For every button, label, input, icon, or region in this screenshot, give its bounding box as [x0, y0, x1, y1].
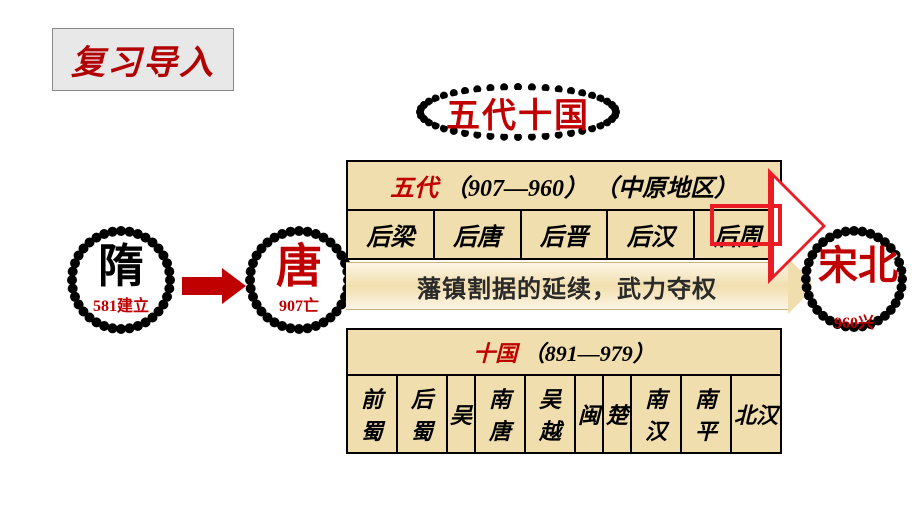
dynasty-cell: 后梁: [347, 210, 434, 259]
badge-char: 唐: [276, 244, 322, 290]
five-dynasties-block: 五代 （907—960） （中原地区） 后梁 后唐 后晋 后汉 后周: [346, 160, 782, 260]
section-title-box: 复习导入: [52, 28, 234, 91]
dynasty-cell: 后晋: [521, 210, 608, 259]
arrow-shaft: [182, 277, 222, 295]
era-label: 五代十国: [408, 82, 628, 142]
state-cell: 南汉: [631, 375, 681, 453]
banner-text: 藩镇割据的延续，武力夺权: [346, 262, 788, 310]
arrow-sui-to-tang: [182, 268, 246, 304]
dynasty-badge-sui: 隋 581建立: [66, 225, 176, 335]
transition-banner: 藩镇割据的延续，武力夺权: [346, 262, 816, 310]
five-header-range: （907—960）: [444, 176, 588, 202]
state-cell: 南唐: [475, 375, 525, 453]
five-dynasties-row: 后梁 后唐 后晋 后汉 后周: [347, 210, 781, 259]
badge-char: 北宋: [814, 225, 894, 307]
dynasty-badge-northern-song: 北宋 960兴: [800, 225, 908, 333]
five-header-region: （中原地区）: [594, 176, 738, 202]
ten-header-name: 十国: [473, 341, 517, 366]
five-dynasties-table: 五代 （907—960） （中原地区） 后梁 后唐 后晋 后汉 后周: [346, 160, 782, 260]
ten-states-table: 十国 （891—979） 前蜀 后蜀 吴 南唐 吴越 闽 楚 南汉 南平 北汉: [346, 328, 782, 454]
ten-states-block: 十国 （891—979） 前蜀 后蜀 吴 南唐 吴越 闽 楚 南汉 南平 北汉: [346, 328, 782, 454]
section-title: 复习导入: [71, 45, 215, 82]
badge-sub: 907亡: [279, 292, 319, 316]
badge-sub: 581建立: [93, 292, 149, 316]
ten-header-range: （891—979）: [523, 341, 655, 366]
ten-states-row: 前蜀 后蜀 吴 南唐 吴越 闽 楚 南汉 南平 北汉: [347, 375, 781, 453]
five-header: 五代 （907—960） （中原地区）: [347, 161, 781, 210]
arrow-head-icon: [222, 268, 246, 304]
badge-char: 隋: [98, 244, 144, 290]
dynasty-cell: 后唐: [434, 210, 521, 259]
five-header-name: 五代: [390, 176, 438, 202]
dynasty-cell: 后汉: [607, 210, 694, 259]
state-cell: 吴: [447, 375, 475, 453]
state-cell: 楚: [603, 375, 631, 453]
ten-header: 十国 （891—979）: [347, 329, 781, 375]
state-cell: 后蜀: [397, 375, 447, 453]
era-label-text: 五代十国: [446, 88, 590, 137]
state-cell: 前蜀: [347, 375, 397, 453]
dynasty-badge-tang: 唐 907亡: [244, 225, 354, 335]
state-cell: 南平: [681, 375, 731, 453]
state-cell: 北汉: [731, 375, 781, 453]
badge-sub: 960兴: [834, 309, 874, 333]
state-cell: 闽: [575, 375, 603, 453]
state-cell: 吴越: [525, 375, 575, 453]
